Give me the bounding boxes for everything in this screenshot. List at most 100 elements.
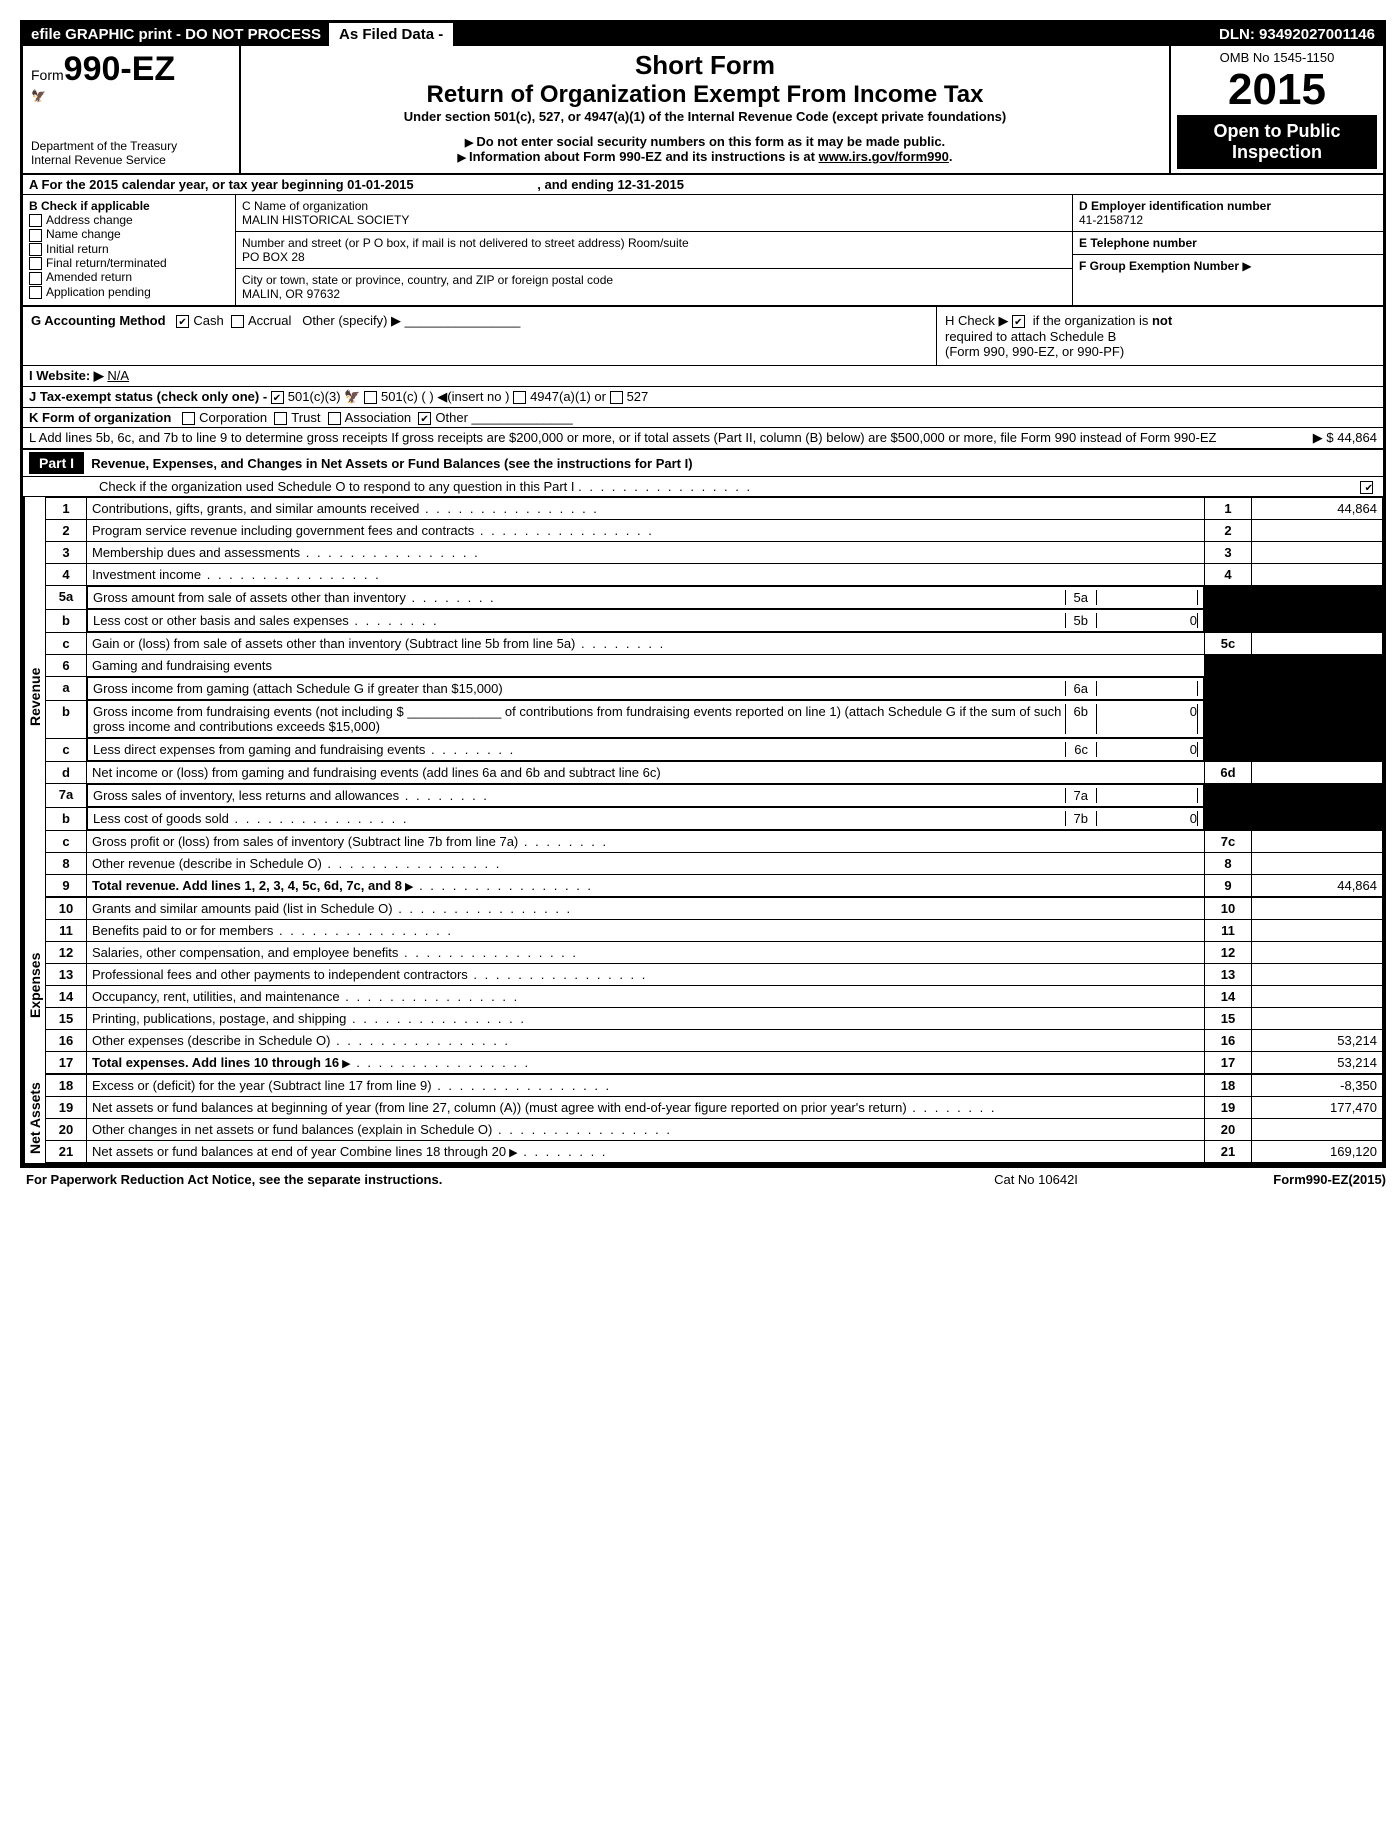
line-6a-val: [1097, 681, 1198, 696]
line-5b-val: 0: [1097, 613, 1198, 628]
omb-number: OMB No 1545-1150: [1177, 50, 1377, 65]
tax-year-begin: 01-01-2015: [347, 177, 414, 192]
line-7b-val: 0: [1097, 811, 1198, 826]
label-accounting: G Accounting Method: [31, 313, 166, 328]
line-6c-val: 0: [1097, 742, 1198, 757]
part1-check-text: Check if the organization used Schedule …: [99, 479, 575, 494]
cb-other-org[interactable]: [418, 412, 431, 425]
part1-check: Check if the organization used Schedule …: [23, 477, 1383, 497]
cb-4947a1[interactable]: [513, 391, 526, 404]
footer-paperwork: For Paperwork Reduction Act Notice, see …: [26, 1172, 906, 1187]
line-21-desc: Net assets or fund balances at end of ye…: [92, 1144, 506, 1159]
line-19-desc: Net assets or fund balances at beginning…: [92, 1100, 907, 1115]
label-form-of-org: K Form of organization: [29, 410, 171, 425]
cb-accrual[interactable]: [231, 315, 244, 328]
h-text3: required to attach Schedule B: [945, 329, 1116, 344]
line-11-desc: Benefits paid to or for members: [92, 923, 273, 938]
website-value[interactable]: N/A: [107, 368, 129, 383]
footer-form-yr: (2015): [1348, 1172, 1386, 1187]
line-18-val: -8,350: [1252, 1075, 1383, 1097]
cb-527[interactable]: [610, 391, 623, 404]
line-8-desc: Other revenue (describe in Schedule O): [92, 856, 322, 871]
opt-address-change: Address change: [46, 213, 133, 227]
label-group-exemption: F Group Exemption Number: [1079, 259, 1239, 273]
irs-link[interactable]: www.irs.gov/form990: [819, 149, 949, 164]
line-14-val: [1252, 986, 1383, 1008]
line-12-desc: Salaries, other compensation, and employ…: [92, 945, 398, 960]
ein: 41-2158712: [1079, 213, 1377, 227]
line-10-val: [1252, 898, 1383, 920]
line-21-val: 169,120: [1252, 1141, 1383, 1163]
line-k: K Form of organization Corporation Trust…: [23, 408, 1383, 428]
topbar-left: efile GRAPHIC print - DO NOT PROCESS: [23, 23, 331, 46]
cb-assoc[interactable]: [328, 412, 341, 425]
label-expenses: Expenses: [23, 897, 45, 1074]
label-tax-exempt: J Tax-exempt status (check only one) -: [29, 389, 267, 404]
org-city: MALIN, OR 97632: [242, 287, 1066, 301]
line-6c-desc: Less direct expenses from gaming and fun…: [93, 742, 425, 757]
arrow-icon: ▶: [1242, 259, 1251, 273]
line-18-desc: Excess or (deficit) for the year (Subtra…: [92, 1078, 432, 1093]
tax-year-end: 12-31-2015: [617, 177, 684, 192]
line-7c-val: [1252, 831, 1383, 853]
opt-other-org: Other: [435, 410, 468, 425]
cb-501c3[interactable]: [271, 391, 284, 404]
line-2-val: [1252, 520, 1383, 542]
cb-initial-return[interactable]: [29, 243, 42, 256]
cb-cash[interactable]: [176, 315, 189, 328]
line-11-val: [1252, 920, 1383, 942]
section-g: G Accounting Method Cash Accrual Other (…: [23, 307, 936, 365]
part1-header: Part I Revenue, Expenses, and Changes in…: [23, 450, 1383, 477]
cb-schedule-b-not-required[interactable]: [1012, 315, 1025, 328]
opt-application-pending: Application pending: [46, 285, 151, 299]
opt-trust: Trust: [291, 410, 320, 425]
footer-catno: Cat No 10642I: [906, 1172, 1166, 1187]
line-9-val: 44,864: [1252, 875, 1383, 897]
footer-form: Form990-EZ(2015): [1166, 1172, 1386, 1187]
label-street: Number and street (or P O box, if mail i…: [242, 236, 1066, 250]
cb-corp[interactable]: [182, 412, 195, 425]
opt-amended-return: Amended return: [46, 270, 132, 284]
cb-final-return[interactable]: [29, 257, 42, 270]
line-12-val: [1252, 942, 1383, 964]
header-mid: Short Form Return of Organization Exempt…: [241, 46, 1171, 173]
opt-501c3: 501(c)(3): [288, 389, 341, 404]
line-5a-val: [1097, 590, 1198, 605]
opt-4947a1: 4947(a)(1) or: [530, 389, 606, 404]
net-assets-table: 18Excess or (deficit) for the year (Subt…: [45, 1074, 1383, 1163]
line-6b-val: 0: [1097, 704, 1198, 734]
net-assets-block: Net Assets 18Excess or (deficit) for the…: [23, 1074, 1383, 1165]
line-6a-desc: Gross income from gaming (attach Schedul…: [93, 681, 503, 696]
section-b-title: B Check if applicable: [29, 199, 229, 213]
line-9-desc: Total revenue. Add lines 1, 2, 3, 4, 5c,…: [92, 878, 402, 893]
opt-other-method: Other (specify) ▶: [302, 313, 401, 328]
revenue-block: Revenue 1Contributions, gifts, grants, a…: [23, 497, 1383, 897]
line-5a-desc: Gross amount from sale of assets other t…: [93, 590, 406, 605]
cb-amended-return[interactable]: [29, 272, 42, 285]
line-i: I Website: ▶ N/A: [23, 366, 1383, 387]
org-name: MALIN HISTORICAL SOCIETY: [242, 213, 1066, 227]
warn-info-pre: Information about Form 990-EZ and its in…: [457, 149, 818, 164]
h-text4: (Form 990, 990-EZ, or 990-PF): [945, 344, 1124, 359]
cb-501c[interactable]: [364, 391, 377, 404]
line-a: A For the 2015 calendar year, or tax yea…: [23, 175, 1383, 195]
cb-name-change[interactable]: [29, 229, 42, 242]
line-6b-desc: Gross income from fundraising events (no…: [93, 704, 1061, 734]
expenses-block: Expenses 10Grants and similar amounts pa…: [23, 897, 1383, 1074]
h-text2: if the organization is: [1033, 313, 1149, 328]
line-l-text: L Add lines 5b, 6c, and 7b to line 9 to …: [29, 430, 1217, 446]
section-b: B Check if applicable Address change Nam…: [23, 195, 236, 305]
cb-schedule-o-used[interactable]: [1360, 481, 1373, 494]
cb-application-pending[interactable]: [29, 286, 42, 299]
line-20-val: [1252, 1119, 1383, 1141]
topbar-dln: DLN: 93492027001146: [1211, 23, 1383, 46]
line-8-val: [1252, 853, 1383, 875]
line-a-pre: A For the 2015 calendar year, or tax yea…: [29, 177, 347, 192]
warn-info: Information about Form 990-EZ and its in…: [249, 149, 1161, 164]
dln-value: 93492027001146: [1259, 26, 1375, 43]
line-16-val: 53,214: [1252, 1030, 1383, 1052]
line-7a-desc: Gross sales of inventory, less returns a…: [93, 788, 399, 803]
cb-address-change[interactable]: [29, 214, 42, 227]
cb-trust[interactable]: [274, 412, 287, 425]
form-990ez: efile GRAPHIC print - DO NOT PROCESS As …: [20, 20, 1386, 1168]
